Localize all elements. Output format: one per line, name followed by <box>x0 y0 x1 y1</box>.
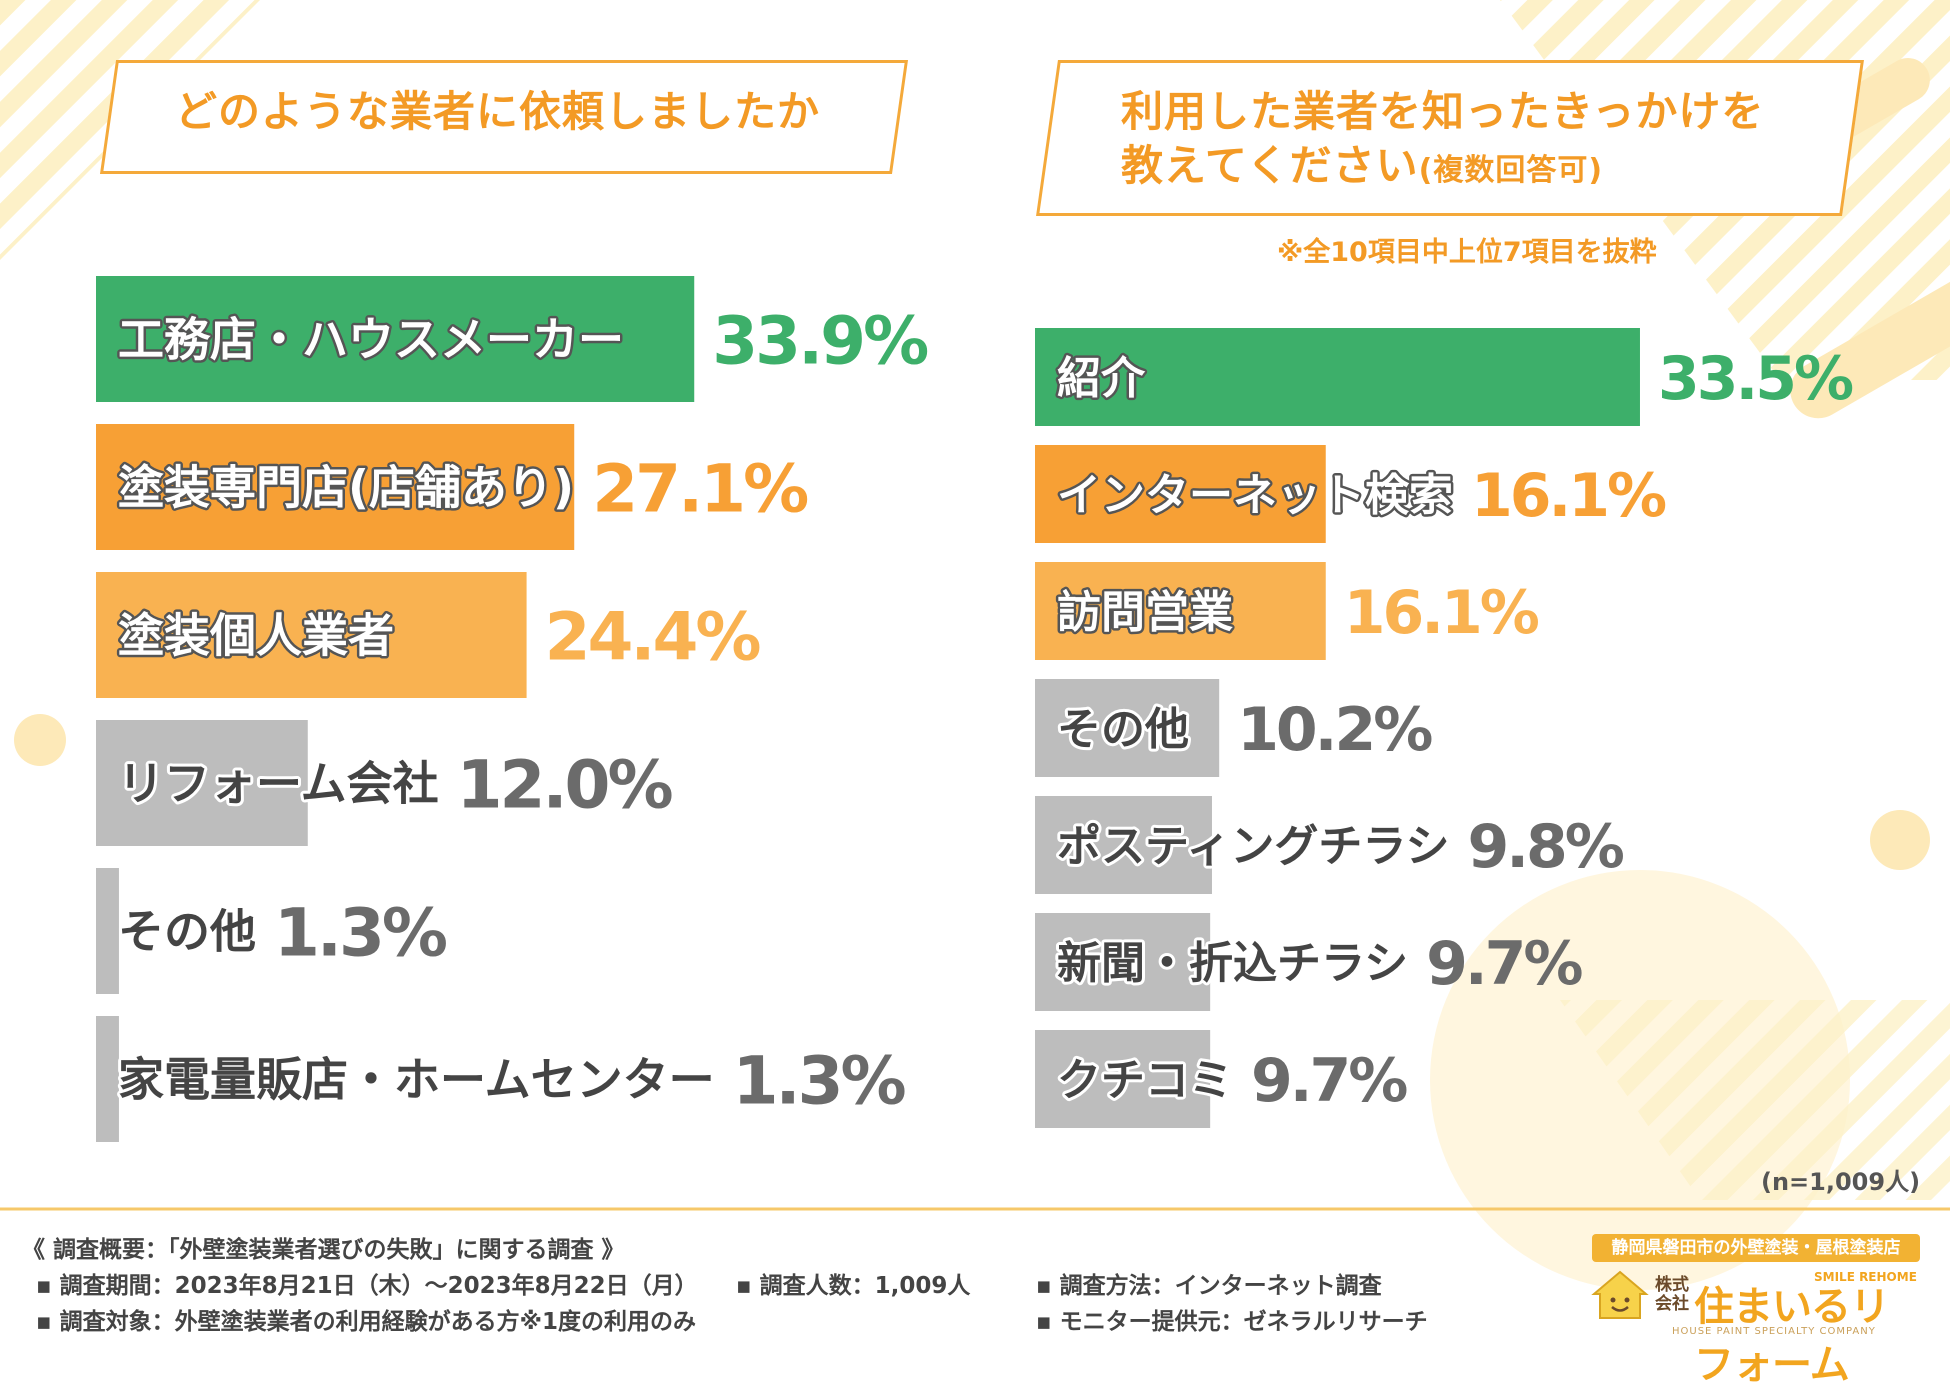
left-label-3: リフォーム会社 <box>118 757 439 811</box>
right-value-4: 9.8% <box>1467 812 1623 882</box>
left-value-1: 27.1% <box>592 450 808 527</box>
survey-period: ▪ 調査期間：2023年8月21日（木）～2023年8月22日（月） <box>36 1273 698 1299</box>
left-panel: どのような業者に依頼しましたか 工務店・ハウスメーカー 33.9% 塗装専門店(店舗… <box>0 0 975 1200</box>
right-bar-3 <box>1035 679 1220 777</box>
right-value-2: 16.1% <box>1344 578 1539 648</box>
survey-title: 《 調査概要：「外壁塗装業者選びの失敗」に関する調査 》 <box>22 1237 625 1263</box>
left-value-2: 24.4% <box>545 598 761 675</box>
company-logo: 静岡県磐田市の外壁塗装・屋根塗装店 株式会社 住まいるリフォーム SMILE R… <box>1582 1234 1922 1388</box>
right-label-4: ポスティングチラシ <box>1057 821 1449 872</box>
right-bar-1 <box>1035 445 1326 543</box>
right-value-0: 33.5% <box>1658 344 1853 414</box>
right-label-3: その他 <box>1057 704 1189 755</box>
right-value-6: 9.7% <box>1251 1046 1407 1116</box>
logo-kaisha: 株式会社 <box>1655 1275 1689 1314</box>
logo-banner: 静岡県磐田市の外壁塗装・屋根塗装店 <box>1592 1234 1920 1262</box>
left-value-4: 1.3% <box>274 894 447 971</box>
logo-tagline: HOUSE PAINT SPECIALTY COMPANY <box>1672 1326 1876 1337</box>
left-bar-5 <box>96 1016 119 1142</box>
house-icon <box>1591 1270 1649 1319</box>
right-value-5: 9.7% <box>1426 929 1582 999</box>
left-bar-3 <box>96 720 308 846</box>
right-question-line2-main: 教えてください <box>1121 141 1419 190</box>
right-label-0: 紹介 <box>1057 353 1146 404</box>
left-bar-chart: 工務店・ハウスメーカー 33.9% 塗装専門店(店舗あり) 27.1% 塗装個人業者 24… <box>96 276 931 1142</box>
left-bar-1 <box>96 424 575 550</box>
right-bar-6 <box>1035 1030 1211 1128</box>
left-bar-0 <box>96 276 695 402</box>
left-bar-2 <box>96 572 527 698</box>
survey-target: ▪ 調査対象：外壁塗装業者の利用経験がある方※1度の利用のみ <box>36 1309 696 1335</box>
left-label-2: 塗装個人業者 <box>118 609 394 663</box>
right-value-1: 16.1% <box>1471 461 1666 531</box>
footer-divider <box>0 1207 1950 1211</box>
left-value-0: 33.9% <box>712 302 928 379</box>
right-label-6: クチコミ <box>1057 1055 1233 1106</box>
sample-size-note: (n=1,009人) <box>1761 1168 1921 1196</box>
survey-method: ▪ 調査方法：インターネット調査 <box>1036 1273 1382 1299</box>
right-label-2: 訪問営業 <box>1057 587 1233 638</box>
left-label-0: 工務店・ハウスメーカー <box>118 313 624 367</box>
right-bar-chart: 紹介 33.5% インターネット検索 16.1% 訪問営業 16.1% その他 10.2% ポス… <box>1035 328 1856 1128</box>
right-panel: 利用した業者を知ったきっかけを 教えてください(複数回答可) ※全10項目中上位… <box>975 0 1950 1210</box>
logo-main: 株式会社 住まいるリフォーム SMILE REHOME <box>1582 1268 1922 1388</box>
left-label-4: その他 <box>118 905 256 959</box>
left-value-5: 1.3% <box>733 1042 906 1119</box>
right-bar-2 <box>1035 562 1326 660</box>
survey-provider: ▪ モニター提供元：ゼネラルリサーチ <box>1036 1309 1428 1335</box>
left-bar-4 <box>96 868 119 994</box>
right-value-3: 10.2% <box>1237 695 1432 765</box>
left-label-5: 家電量販店・ホームセンター <box>118 1053 715 1107</box>
left-question-title: どのような業者に依頼しましたか <box>175 87 821 136</box>
right-bar-5 <box>1035 913 1211 1011</box>
left-value-3: 12.0% <box>457 746 673 823</box>
right-label-5: 新聞・折込チラシ <box>1057 938 1408 989</box>
right-bar-4 <box>1035 796 1212 894</box>
logo-english: SMILE REHOME <box>1814 1270 1917 1284</box>
survey-count: ▪ 調査人数：1,009人 <box>736 1273 971 1299</box>
right-label-1: インターネット検索 <box>1057 470 1453 521</box>
left-label-1: 塗装専門店(店舗あり) <box>118 461 574 515</box>
